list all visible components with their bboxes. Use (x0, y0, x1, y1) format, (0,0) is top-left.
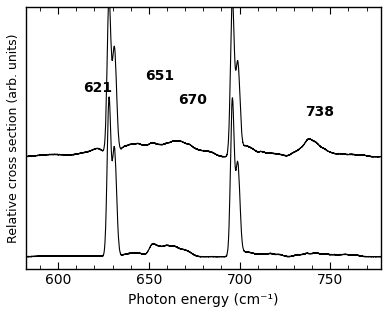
Text: 651: 651 (145, 69, 174, 83)
Text: 670: 670 (178, 93, 207, 107)
X-axis label: Photon energy (cm⁻¹): Photon energy (cm⁻¹) (128, 293, 279, 307)
Text: 621: 621 (83, 81, 113, 95)
Y-axis label: Relative cross section (arb. units): Relative cross section (arb. units) (7, 33, 20, 242)
Text: 738: 738 (305, 105, 334, 119)
